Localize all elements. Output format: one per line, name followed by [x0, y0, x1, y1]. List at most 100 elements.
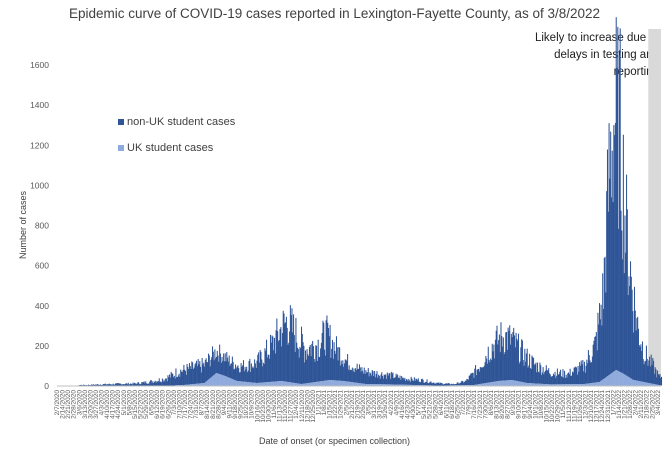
bar-non-uk — [347, 369, 349, 382]
bar-uk — [598, 382, 600, 386]
bar-uk — [306, 383, 308, 386]
bar-non-uk — [118, 383, 121, 386]
bar-non-uk — [306, 349, 308, 384]
bar-non-uk — [636, 318, 638, 381]
bar-uk — [653, 384, 655, 386]
bar-non-uk — [448, 383, 450, 386]
bar-uk — [606, 376, 609, 386]
x-tick-label: 10/8/2021 — [538, 390, 545, 419]
bar-non-uk — [280, 327, 282, 382]
bar-uk — [537, 383, 539, 386]
bar-uk — [244, 381, 246, 386]
bar-uk — [366, 384, 368, 386]
bar-uk — [493, 381, 495, 386]
y-tick-label: 1000 — [30, 180, 49, 190]
bar-non-uk — [132, 382, 134, 386]
bar-non-uk — [316, 360, 318, 382]
bar-non-uk — [168, 377, 170, 386]
bar-non-uk — [589, 360, 591, 384]
bar-non-uk — [389, 378, 392, 385]
bar-uk — [259, 382, 261, 386]
bar-non-uk — [236, 366, 238, 381]
bar-non-uk — [247, 370, 249, 383]
chart-title: Epidemic curve of COVID-19 cases reporte… — [68, 6, 601, 21]
bar-uk — [278, 381, 280, 386]
bar-non-uk — [289, 305, 291, 383]
bar-non-uk — [575, 367, 578, 385]
bar-uk — [323, 380, 325, 386]
bar-non-uk — [274, 353, 276, 382]
bar-uk — [650, 383, 652, 386]
bar-non-uk — [443, 384, 445, 386]
bar-uk — [231, 378, 233, 386]
bar-uk — [339, 380, 341, 386]
bar-uk — [537, 383, 539, 386]
bar-non-uk — [372, 371, 374, 385]
bar-uk — [534, 383, 536, 386]
bar-non-uk — [351, 367, 353, 383]
bar-non-uk — [639, 346, 641, 382]
bar-uk — [611, 372, 613, 386]
bar-uk — [514, 380, 516, 386]
bar-uk — [294, 383, 296, 386]
bar-non-uk — [468, 375, 470, 386]
bar-uk — [507, 380, 509, 386]
bar-non-uk — [548, 368, 550, 385]
bar-non-uk — [559, 371, 561, 385]
bar-non-uk — [237, 365, 239, 382]
bar-uk — [316, 381, 318, 386]
bar-uk — [648, 382, 650, 386]
bar-non-uk — [151, 382, 153, 386]
bar-non-uk — [606, 149, 609, 377]
bar-non-uk — [596, 350, 598, 383]
bar-non-uk — [387, 375, 389, 385]
bar-uk — [233, 379, 235, 386]
bar-uk — [253, 382, 255, 386]
bar-non-uk — [613, 125, 615, 372]
x-tick-label: 5/1/2020 — [121, 390, 128, 416]
bar-non-uk — [171, 373, 173, 386]
x-tick-label: 1/29/2021 — [338, 390, 345, 419]
bar-uk — [405, 384, 407, 386]
bar-non-uk — [458, 383, 460, 386]
bar-non-uk — [310, 356, 312, 383]
bar-non-uk — [185, 374, 187, 385]
bar-non-uk — [146, 383, 148, 386]
bar-uk — [498, 380, 500, 386]
bar-non-uk — [649, 366, 651, 384]
bar-non-uk — [241, 366, 243, 382]
bar-uk — [654, 384, 656, 386]
bar-non-uk — [289, 331, 291, 383]
bar-non-uk — [587, 363, 589, 384]
bar-non-uk — [263, 363, 265, 383]
bar-uk — [224, 375, 226, 386]
bar-non-uk — [404, 377, 406, 385]
x-tick-label: 3/6/2020 — [76, 390, 83, 416]
bar-non-uk — [124, 384, 126, 386]
bar-non-uk — [162, 381, 164, 386]
bar-non-uk — [157, 381, 159, 386]
bar-non-uk — [172, 373, 174, 386]
bar-non-uk — [300, 348, 302, 384]
bar-uk — [343, 381, 345, 386]
bar-non-uk — [504, 351, 506, 381]
bar-non-uk — [103, 384, 105, 386]
bar-uk — [240, 381, 242, 386]
bar-uk — [345, 381, 347, 386]
bar-uk — [612, 372, 614, 386]
bar-uk — [215, 372, 217, 386]
x-tick-label: 12/24/2021 — [599, 390, 606, 423]
bar-uk — [556, 384, 558, 386]
x-tick-label: 8/27/2021 — [505, 390, 512, 419]
bar-uk — [396, 384, 398, 386]
bar-non-uk — [580, 360, 582, 385]
bar-non-uk — [211, 357, 213, 377]
bar-uk — [229, 377, 231, 386]
bar-non-uk — [215, 356, 217, 373]
bar-non-uk — [424, 382, 427, 386]
bar-non-uk — [327, 322, 329, 381]
bar-uk — [285, 381, 287, 386]
bar-non-uk — [232, 361, 234, 380]
bar-non-uk — [630, 261, 632, 378]
bar-uk — [208, 379, 210, 386]
